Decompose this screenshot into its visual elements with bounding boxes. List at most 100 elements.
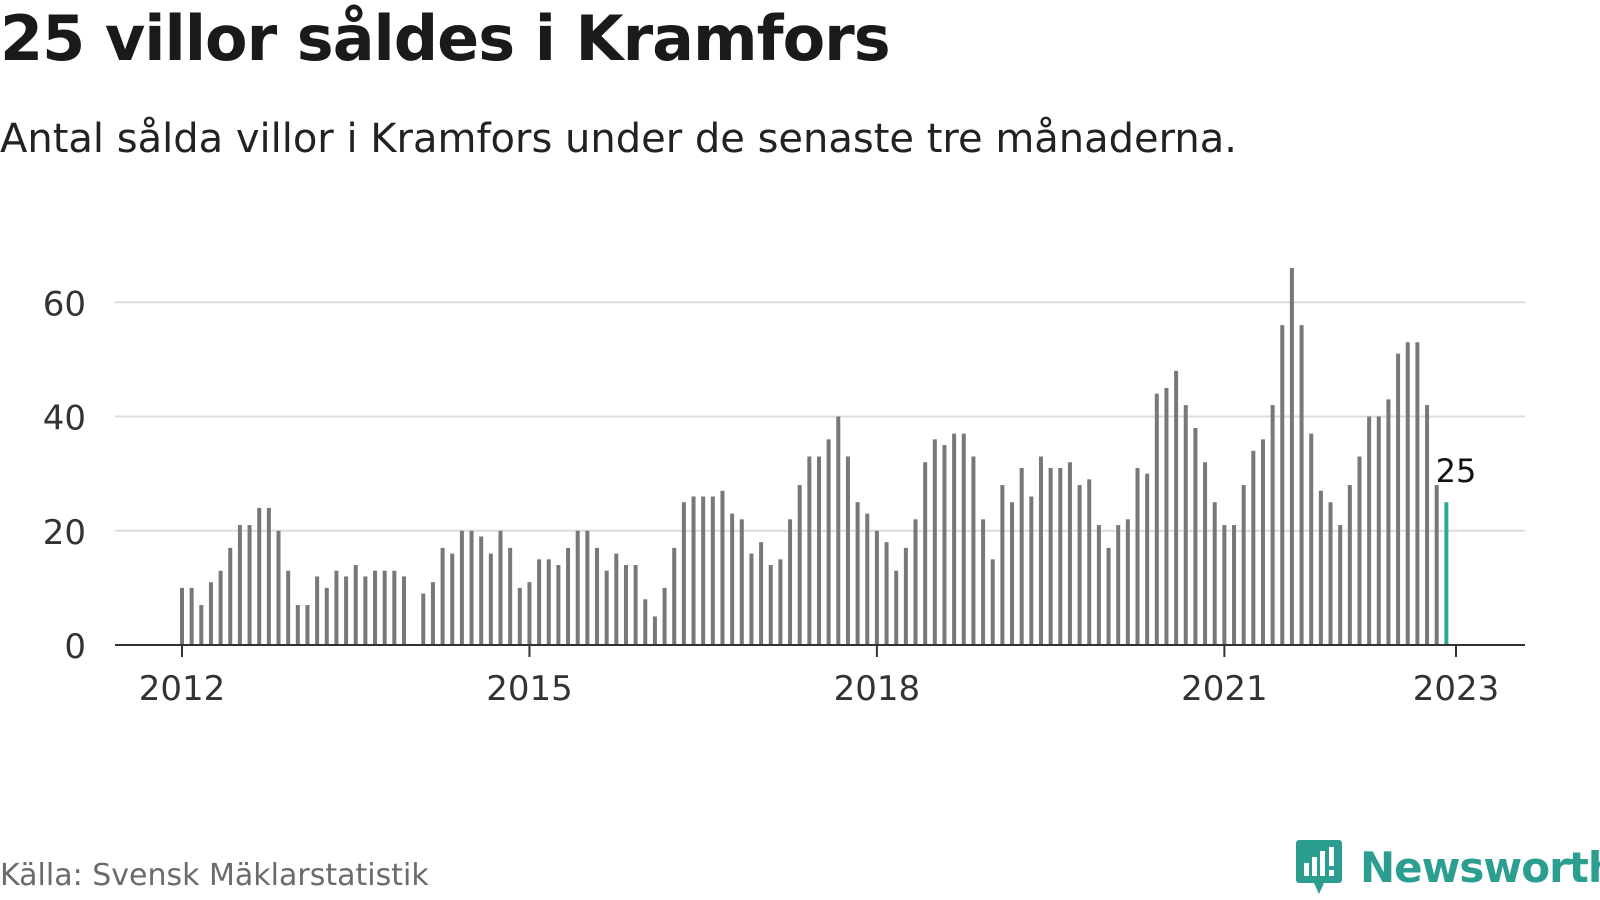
bar <box>652 616 657 645</box>
bar <box>450 553 455 645</box>
bar <box>604 570 609 645</box>
bar <box>1232 525 1237 645</box>
bar <box>923 462 928 645</box>
bar <box>363 576 368 645</box>
bar <box>1106 547 1111 645</box>
bar <box>469 530 474 645</box>
bar <box>730 513 735 645</box>
bar <box>1289 268 1294 645</box>
bar <box>1241 485 1246 645</box>
bar <box>556 565 561 645</box>
bar <box>430 582 435 645</box>
bar <box>180 587 184 645</box>
bar <box>421 593 426 645</box>
y-tick-label: 20 <box>43 513 86 553</box>
bar <box>459 530 464 645</box>
bar <box>1087 479 1092 645</box>
y-tick-label: 0 <box>64 627 86 667</box>
bar <box>1145 473 1150 645</box>
bar <box>1357 456 1362 645</box>
bar <box>845 456 850 645</box>
bar <box>788 519 793 645</box>
bar <box>990 559 995 645</box>
bar <box>643 599 648 645</box>
labels: 0 20 40 60 2012 2015 2018 2021 2023 25 <box>43 284 1500 709</box>
bar <box>1010 502 1015 645</box>
bar <box>817 456 821 645</box>
bar <box>1251 450 1256 645</box>
bar <box>855 502 860 645</box>
bar <box>1396 353 1401 645</box>
bar <box>266 507 271 645</box>
bar <box>1058 467 1063 645</box>
bar <box>1203 462 1208 645</box>
bar <box>276 530 281 645</box>
bar <box>691 496 696 645</box>
bar-highlight <box>1444 502 1449 645</box>
bar <box>257 507 262 645</box>
bar <box>1222 525 1227 645</box>
bar <box>286 570 291 645</box>
bar <box>508 547 513 645</box>
bar <box>1309 433 1314 645</box>
bar <box>353 565 358 645</box>
bar <box>1000 485 1005 645</box>
bar <box>1260 439 1265 645</box>
brand-name: Newsworthy <box>1360 842 1600 892</box>
bar <box>672 547 677 645</box>
bar <box>566 547 571 645</box>
bar <box>189 587 194 645</box>
bar <box>1328 502 1333 645</box>
bar <box>392 570 397 645</box>
last-value-label: 25 <box>1436 452 1477 490</box>
bar <box>1096 525 1101 645</box>
bar <box>701 496 706 645</box>
bar <box>218 570 223 645</box>
bar <box>1174 370 1179 645</box>
bar <box>595 547 600 645</box>
bars <box>180 268 1449 645</box>
bar <box>585 530 590 645</box>
bar <box>575 530 580 645</box>
bar <box>768 565 773 645</box>
bar <box>1183 405 1188 645</box>
axes <box>115 644 1525 657</box>
x-tick-label: 2021 <box>1181 669 1268 709</box>
bar <box>498 530 503 645</box>
bar <box>1164 387 1169 645</box>
bar <box>749 553 754 645</box>
bar <box>1347 485 1352 645</box>
bar <box>884 542 889 645</box>
brand-logo-block[interactable]: Newsworthy <box>1294 838 1600 896</box>
bar <box>315 576 320 645</box>
bar <box>1116 525 1121 645</box>
bar <box>1299 325 1304 645</box>
bar <box>1077 485 1082 645</box>
x-tick-label: 2018 <box>834 669 921 709</box>
bar <box>865 513 870 645</box>
y-tick-label: 60 <box>43 284 86 324</box>
bar <box>662 587 667 645</box>
bar <box>199 605 204 645</box>
x-tick-label: 2015 <box>486 669 573 709</box>
bar <box>1019 467 1024 645</box>
newsworthy-logo-icon <box>1296 840 1342 894</box>
bar <box>1280 325 1285 645</box>
bar <box>739 519 744 645</box>
bar <box>228 547 233 645</box>
bar <box>1048 467 1053 645</box>
bar <box>1434 485 1439 645</box>
bar <box>537 559 542 645</box>
bar <box>942 445 947 645</box>
chart-subtitle: Antal sålda villor i Kramfors under de s… <box>0 116 1237 162</box>
bar <box>1038 456 1043 645</box>
bar <box>237 525 242 645</box>
bar <box>826 439 831 645</box>
bar <box>324 587 329 645</box>
bar <box>971 456 976 645</box>
bar <box>1338 525 1343 645</box>
bar <box>807 456 812 645</box>
bar <box>778 559 783 645</box>
bar <box>614 553 619 645</box>
